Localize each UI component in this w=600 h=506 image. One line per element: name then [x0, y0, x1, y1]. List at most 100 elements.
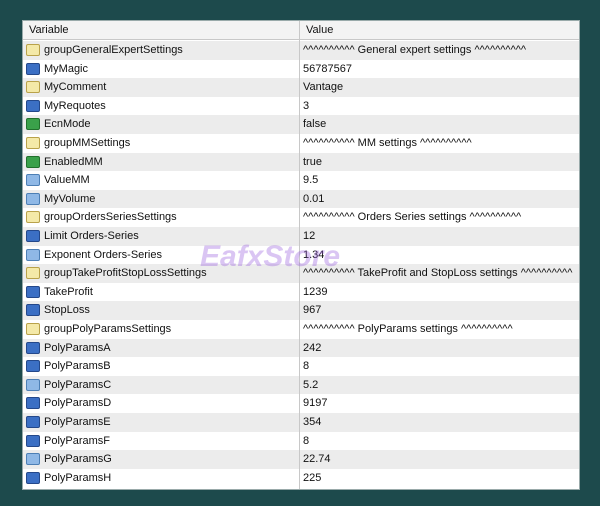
type-icon [26, 285, 40, 298]
type-icon [26, 397, 40, 410]
type-icon [26, 360, 40, 373]
type-icon [26, 62, 40, 75]
type-icon [26, 471, 40, 484]
variable-name: PolyParamsE [44, 416, 111, 428]
variable-value: 9197 [303, 397, 328, 410]
input-row[interactable]: groupMMSettings ^^^^^^^^^^ MM settings ^^… [23, 134, 579, 153]
type-icon [26, 416, 40, 428]
input-row[interactable]: Exponent Orders-Series 1.34 [23, 245, 579, 265]
variable-name: ValueMM [44, 174, 90, 187]
variable-name: groupMMSettings [44, 137, 131, 149]
input-row[interactable]: EnabledMM true [23, 152, 579, 172]
type-icon [26, 248, 40, 261]
type-icon [26, 99, 40, 112]
variable-name: groupGeneralExpertSettings [44, 44, 183, 56]
input-row[interactable]: PolyParamsA 242 [23, 338, 579, 358]
variable-name: StopLoss [44, 304, 90, 317]
input-row[interactable]: groupPolyParamsSettings ^^^^^^^^^^ PolyPa… [23, 320, 579, 339]
variable-value: 12 [303, 230, 316, 242]
type-icon [26, 453, 40, 466]
column-divider [299, 21, 300, 489]
variable-name: TakeProfit [44, 285, 93, 298]
input-row[interactable]: MyVolume 0.01 [23, 189, 579, 209]
variable-value: 8 [303, 434, 310, 447]
type-icon [26, 118, 40, 131]
variable-name: PolyParamsH [44, 471, 112, 484]
variable-name: groupPolyParamsSettings [44, 323, 172, 335]
variable-value: true [303, 155, 322, 168]
variable-name: PolyParamsG [44, 453, 112, 466]
input-row[interactable]: PolyParamsF 8 [23, 431, 579, 451]
variable-value: 5.2 [303, 378, 319, 391]
type-icon [26, 137, 40, 149]
type-icon [26, 341, 40, 354]
variable-value: Vantage [303, 81, 344, 94]
input-row[interactable]: groupGeneralExpertSettings ^^^^^^^^^^ Gen… [23, 41, 579, 60]
variable-value: false [303, 118, 327, 131]
variable-name: MyMagic [44, 62, 89, 75]
type-icon [26, 81, 40, 94]
variable-value: 225 [303, 471, 322, 484]
variable-value: 3 [303, 99, 310, 112]
type-icon [26, 267, 40, 280]
variable-value: 967 [303, 304, 322, 317]
input-row[interactable]: PolyParamsC 5.2 [23, 375, 579, 395]
variable-value: ^^^^^^^^^^ MM settings ^^^^^^^^^^ [303, 137, 472, 149]
type-icon [26, 378, 40, 391]
variable-name: MyRequotes [44, 99, 106, 112]
input-row[interactable]: PolyParamsD 9197 [23, 394, 579, 413]
variable-value: ^^^^^^^^^^ Orders Series settings ^^^^^^… [303, 211, 522, 224]
variable-name: PolyParamsD [44, 397, 112, 410]
variable-value: 8 [303, 360, 310, 373]
variable-value: 22.74 [303, 453, 331, 466]
variable-name: Limit Orders-Series [44, 230, 139, 242]
input-row[interactable]: ValueMM 9.5 [23, 171, 579, 190]
type-icon [26, 192, 40, 205]
variable-name: groupTakeProfitStopLossSettings [44, 267, 207, 280]
type-icon [26, 323, 40, 335]
input-row[interactable]: groupOrdersSeriesSettings ^^^^^^^^^^ Orde… [23, 208, 579, 227]
input-row[interactable]: EcnMode false [23, 115, 579, 134]
header-variable: Variable [23, 21, 299, 40]
type-icon [26, 44, 40, 56]
inputs-table: Variable Value groupGeneralExpertSetting… [22, 20, 580, 490]
variable-name: EcnMode [44, 118, 91, 131]
type-icon [26, 174, 40, 187]
variable-name: PolyParamsC [44, 378, 112, 391]
variable-value: ^^^^^^^^^^ PolyParams settings ^^^^^^^^^… [303, 323, 513, 335]
variable-name: EnabledMM [44, 155, 103, 168]
input-row[interactable]: Limit Orders-Series 12 [23, 227, 579, 246]
input-row[interactable]: TakeProfit 1239 [23, 282, 579, 302]
variable-value: 56787567 [303, 62, 352, 75]
input-row[interactable]: PolyParamsH 225 [23, 468, 579, 488]
type-icon [26, 155, 40, 168]
variable-value: ^^^^^^^^^^ TakeProfit and StopLoss setti… [303, 267, 573, 280]
input-row[interactable]: StopLoss 967 [23, 301, 579, 320]
variable-name: Exponent Orders-Series [44, 248, 162, 261]
input-row[interactable]: MyComment Vantage [23, 78, 579, 97]
variable-name: PolyParamsA [44, 341, 111, 354]
variable-value: ^^^^^^^^^^ General expert settings ^^^^^… [303, 44, 527, 56]
variable-name: PolyParamsB [44, 360, 111, 373]
type-icon [26, 211, 40, 224]
type-icon [26, 434, 40, 447]
input-row[interactable]: groupTakeProfitStopLossSettings ^^^^^^^^^… [23, 264, 579, 283]
input-row[interactable]: PolyParamsB 8 [23, 357, 579, 376]
variable-value: 242 [303, 341, 322, 354]
variable-name: MyComment [44, 81, 107, 94]
input-row[interactable]: MyRequotes 3 [23, 96, 579, 116]
input-row[interactable]: PolyParamsE 354 [23, 413, 579, 432]
variable-value: 1239 [303, 285, 328, 298]
input-row[interactable]: MyMagic 56787567 [23, 59, 579, 79]
header-value: Value [300, 21, 579, 40]
variable-value: 354 [303, 416, 322, 428]
type-icon [26, 230, 40, 242]
variable-value: 0.01 [303, 192, 325, 205]
variable-name: MyVolume [44, 192, 96, 205]
variable-value: 9.5 [303, 174, 319, 187]
variable-name: groupOrdersSeriesSettings [44, 211, 177, 224]
input-row[interactable]: PolyParamsG 22.74 [23, 450, 579, 469]
variable-name: PolyParamsF [44, 434, 111, 447]
watermark: EafxStore [200, 240, 341, 273]
